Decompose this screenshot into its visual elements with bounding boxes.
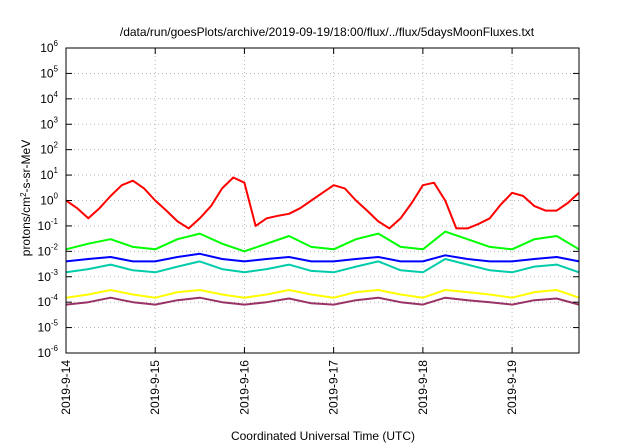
y-tick-label-base: 10 <box>40 194 54 208</box>
y-tick-label: 10-3 <box>38 268 59 284</box>
y-tick-label-exponent: -3 <box>51 268 59 277</box>
x-tick-label: 2019-9-14 <box>59 360 73 415</box>
y-tick-label-exponent: 2 <box>54 141 59 150</box>
axes: 10-610-510-410-310-210-11001011021031041… <box>38 39 580 415</box>
x-tick-label: 2019-9-18 <box>416 360 430 415</box>
y-tick-label-base: 10 <box>38 270 52 284</box>
plot-frame <box>65 47 580 354</box>
y-tick-label-exponent: 5 <box>54 64 59 73</box>
y-tick-label: 102 <box>40 141 58 157</box>
y-tick-label-exponent: -1 <box>51 217 59 226</box>
y-tick-label-exponent: -4 <box>51 293 59 302</box>
y-tick-label: 10-1 <box>38 217 59 233</box>
y-tick-label-exponent: -5 <box>51 319 59 328</box>
grid <box>66 48 579 353</box>
y-tick-label-exponent: -2 <box>51 242 59 251</box>
y-tick-label: 10-6 <box>38 344 59 360</box>
series-line-2 <box>65 230 580 253</box>
chart-title: /data/run/goesPlots/archive/2019-09-19/1… <box>120 25 535 39</box>
x-tick-label: 2019-9-17 <box>327 360 341 415</box>
y-axis-title-sup: 2 <box>19 192 28 197</box>
y-tick-label: 10-2 <box>38 242 59 258</box>
y-tick-label-base: 10 <box>38 219 52 233</box>
y-tick-label: 101 <box>40 166 58 182</box>
y-tick-label: 10-5 <box>38 319 59 335</box>
series-line-6 <box>65 296 580 306</box>
y-tick-label-exponent: 6 <box>54 39 59 48</box>
y-tick-label-exponent: -6 <box>51 344 59 353</box>
y-tick-label-base: 10 <box>40 41 54 55</box>
y-tick-label: 105 <box>40 64 58 80</box>
y-tick-label-exponent: 1 <box>54 166 59 175</box>
y-tick-label-base: 10 <box>38 244 52 258</box>
y-tick-label: 104 <box>40 90 58 106</box>
y-tick-label: 100 <box>40 192 58 208</box>
x-tick-label: 2019-9-16 <box>237 360 251 415</box>
y-tick-label-base: 10 <box>40 117 54 131</box>
series-line-5 <box>65 289 580 299</box>
series-line-1 <box>65 176 580 230</box>
series-line-4 <box>65 252 580 263</box>
y-axis-title: protons/cm2-s-sr-MeV <box>19 140 33 256</box>
y-tick-label-exponent: 3 <box>54 115 59 124</box>
y-axis-title-base: protons/cm <box>19 197 33 256</box>
y-tick-label-base: 10 <box>40 92 54 106</box>
y-tick-label: 10-4 <box>38 293 59 309</box>
y-tick-label-base: 10 <box>38 346 52 360</box>
y-axis-title-rest: -s-sr-MeV <box>19 140 33 193</box>
y-tick-label: 103 <box>40 115 58 131</box>
x-axis-title: Coordinated Universal Time (UTC) <box>231 429 415 443</box>
y-tick-label-base: 10 <box>38 295 52 309</box>
y-tick-label-exponent: 4 <box>54 90 59 99</box>
y-tick-label-exponent: 0 <box>54 192 59 201</box>
series-line-3 <box>65 258 580 274</box>
x-tick-label: 2019-9-15 <box>148 360 162 415</box>
y-tick-label-base: 10 <box>40 168 54 182</box>
y-tick-label: 106 <box>40 39 58 55</box>
x-tick-label: 2019-9-19 <box>505 360 519 415</box>
y-tick-label-base: 10 <box>40 143 54 157</box>
plot-series <box>65 176 580 306</box>
y-tick-label-base: 10 <box>40 66 54 80</box>
y-tick-label-base: 10 <box>38 321 52 335</box>
